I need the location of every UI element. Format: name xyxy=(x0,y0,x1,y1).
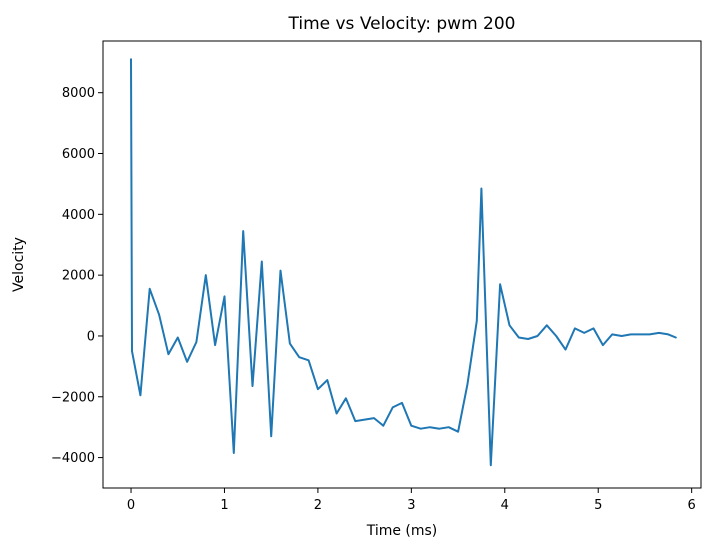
y-tick-label: 0 xyxy=(87,329,95,344)
chart-title: Time vs Velocity: pwm 200 xyxy=(287,14,515,34)
y-tick-label: −4000 xyxy=(51,451,95,466)
plot-area xyxy=(102,40,702,489)
x-tick-label: 0 xyxy=(127,498,135,513)
x-tick-label: 1 xyxy=(220,498,228,513)
x-tick-label: 5 xyxy=(594,498,602,513)
x-axis-title: Time (ms) xyxy=(366,523,438,539)
y-axis-title: Velocity xyxy=(11,237,27,292)
y-tick-label: 2000 xyxy=(62,269,95,284)
y-tick-label: 4000 xyxy=(62,208,95,223)
x-tick-label: 3 xyxy=(407,498,415,513)
x-tick-label: 6 xyxy=(688,498,696,513)
x-tick-label: 2 xyxy=(314,498,322,513)
y-tick-label: −2000 xyxy=(51,390,95,405)
y-tick-label: 8000 xyxy=(62,86,95,101)
x-tick-label: 4 xyxy=(501,498,509,513)
y-tick-label: 6000 xyxy=(62,147,95,162)
velocity-series-line xyxy=(130,58,677,467)
